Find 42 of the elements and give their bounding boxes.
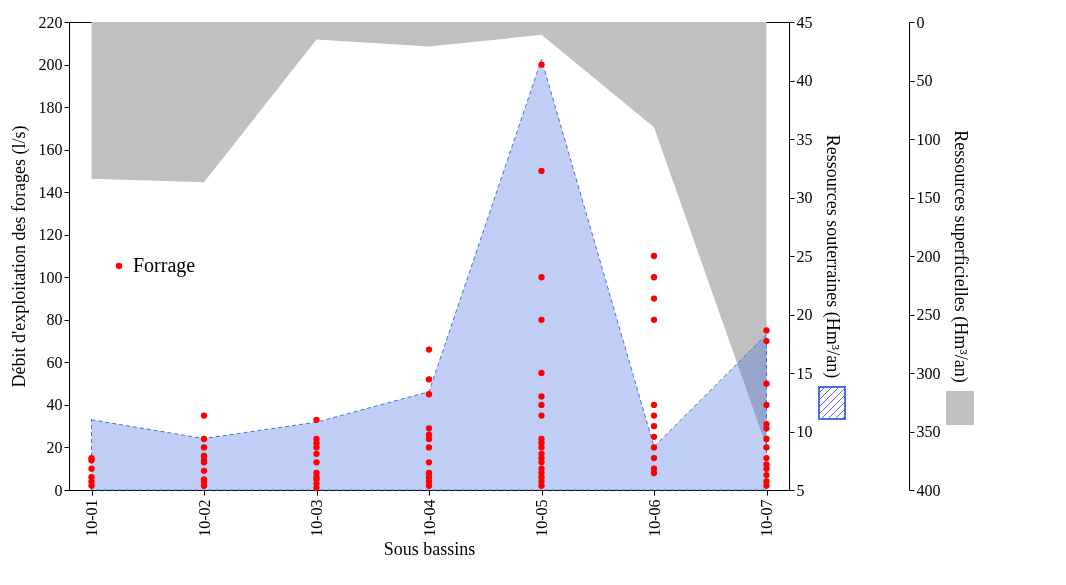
x-tick-label: 10-02 — [195, 499, 213, 537]
y3-tick-label: 300 — [916, 364, 941, 382]
x-tick-label: 10-04 — [420, 499, 438, 537]
y2-tick-label: 35 — [796, 130, 813, 148]
x-tick-label: 10-05 — [533, 499, 550, 537]
y3-tick-label: 250 — [916, 306, 941, 323]
x-tick-label: 10-07 — [758, 499, 775, 537]
y-tick-label: 200 — [38, 56, 63, 74]
y-tick-label: 40 — [46, 396, 63, 414]
y-tick-label: 120 — [38, 226, 63, 244]
y2-tick-label: 45 — [796, 13, 813, 31]
y2-tick-label: 20 — [796, 306, 813, 323]
y-tick-label: 60 — [46, 353, 63, 371]
y-tick-label: 180 — [38, 98, 63, 116]
y3-tick-label: 100 — [916, 130, 941, 148]
x-axis-title: Sous bassins — [383, 538, 476, 559]
y3-tick-label: 50 — [916, 72, 933, 89]
y-tick-label: 20 — [46, 438, 63, 456]
y2-tick-label: 40 — [796, 72, 813, 89]
y2-tick-label: 25 — [796, 247, 813, 265]
y-tick-label: 80 — [46, 311, 63, 329]
y-tick-label: 100 — [38, 268, 63, 286]
y3-tick-label: 150 — [916, 189, 941, 206]
y-tick-label: 0 — [54, 481, 63, 499]
x-tick-label: 10-03 — [308, 499, 325, 537]
y-tick-label: 160 — [38, 141, 63, 159]
y3-tick-label: 0 — [916, 13, 925, 31]
y2-tick-label: 15 — [796, 364, 813, 382]
x-tick-label: 10-06 — [645, 499, 663, 537]
y-tick-label: 220 — [38, 13, 63, 31]
y3-tick-label: 400 — [916, 481, 941, 499]
y-axis-title: Débit d'exploitation des forages (l/s) — [8, 125, 30, 388]
x-tick-label: 10-01 — [83, 499, 100, 537]
legend-label: Forrage — [133, 254, 196, 277]
y2-axis-title: Ressources souterraines (Hm³/an) — [821, 134, 843, 379]
y3-tick-label: 350 — [916, 423, 941, 440]
y2-tick-label: 30 — [796, 189, 813, 206]
y-tick-label: 140 — [38, 183, 63, 201]
y3-axis-title: Ressources superficielles (Hm³/an) — [949, 130, 971, 383]
y3-tick-label: 200 — [916, 247, 941, 265]
y2-tick-label: 10 — [796, 423, 813, 440]
y2-tick-label: 5 — [796, 481, 805, 499]
